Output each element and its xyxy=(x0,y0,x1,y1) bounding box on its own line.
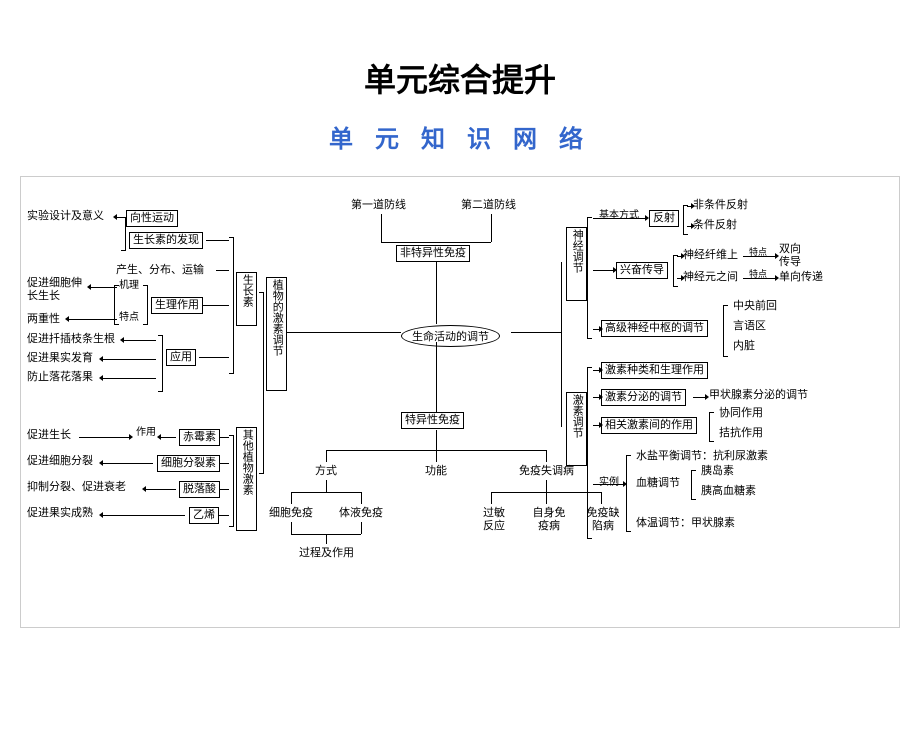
process: 过程及作用 xyxy=(299,547,354,560)
deficiency: 免疫缺陷病 xyxy=(583,507,623,533)
app3: 防止落花落果 xyxy=(27,371,93,384)
immune-disease-label: 免疫失调病 xyxy=(519,465,574,478)
higher-box: 高级神经中枢的调节 xyxy=(601,320,708,337)
other-hormone-box: 其他植物激素 xyxy=(236,427,257,531)
cytokinin-box: 细胞分裂素 xyxy=(157,455,220,472)
app1: 促进扦插枝条生根 xyxy=(27,333,115,346)
higher1: 中央前回 xyxy=(733,300,777,313)
abscisic-left: 抑制分裂、促进衰老 xyxy=(27,481,126,494)
mode-label: 方式 xyxy=(315,465,337,478)
center-node: 生命活动的调节 xyxy=(401,325,500,347)
ethylene-left: 促进果实成熟 xyxy=(27,507,93,520)
function-label: 功能 xyxy=(425,465,447,478)
cell-immune: 细胞免疫 xyxy=(269,507,313,520)
higher3: 内脏 xyxy=(733,340,755,353)
reflex2: 条件反射 xyxy=(693,219,737,232)
secretion-box: 激素分泌的调节 xyxy=(601,389,686,406)
inter1: 协同作用 xyxy=(719,407,763,420)
cytokinin-left: 促进细胞分裂 xyxy=(27,455,93,468)
gibberellin-left: 促进生长 xyxy=(27,429,71,442)
auxin-application-box: 应用 xyxy=(166,349,196,366)
excite1-val: 双向传导 xyxy=(779,243,809,269)
page-subtitle: 单 元 知 识 网 络 xyxy=(0,119,920,154)
auxin-produce: 产生、分布、运输 xyxy=(116,264,204,277)
discovery-left1: 实验设计及意义 xyxy=(27,210,104,223)
allergy: 过敏反应 xyxy=(479,507,509,533)
hormone-reg-box: 激素调节 xyxy=(566,392,587,466)
defense2-label: 第二道防线 xyxy=(461,199,516,212)
concept-map: 生命活动的调节 第一道防线 第二道防线 非特异性免疫 植物的激素调节 生长素 生… xyxy=(20,176,900,628)
nonspecific-box: 非特异性免疫 xyxy=(396,245,470,262)
autoimmune: 自身免疫病 xyxy=(529,507,569,533)
ex2b: 胰高血糖素 xyxy=(701,485,756,498)
ethylene-box: 乙烯 xyxy=(189,507,219,524)
abscisic-box: 脱落酸 xyxy=(179,481,220,498)
excite2: 神经元之间 xyxy=(683,271,738,284)
higher2: 言语区 xyxy=(733,320,766,333)
physio-label1: 机理 xyxy=(119,280,139,292)
humoral: 体液免疫 xyxy=(339,507,383,520)
discovery-left2-box: 向性运动 xyxy=(126,210,178,227)
auxin-box: 生长素 xyxy=(236,272,257,326)
plant-hormone-box: 植物的激素调节 xyxy=(266,277,287,391)
excite-box: 兴奋传导 xyxy=(616,262,668,279)
excite1: 神经纤维上 xyxy=(683,249,738,262)
ex2: 血糖调节 xyxy=(636,477,680,490)
excite2-val: 单向传递 xyxy=(779,271,823,284)
auxin-discovery-box: 生长素的发现 xyxy=(129,232,203,249)
gibberellin-label: 作用 xyxy=(136,427,156,439)
app2: 促进果实发育 xyxy=(27,352,93,365)
secretion-right: 甲状腺素分泌的调节 xyxy=(709,389,808,402)
physio-label2: 特点 xyxy=(119,312,139,324)
neural-box: 神经调节 xyxy=(566,227,587,301)
examples-label: 实例 xyxy=(599,477,619,489)
reflex1: 非条件反射 xyxy=(693,199,748,212)
page-title: 单元综合提升 xyxy=(0,55,920,101)
gibberellin-box: 赤霉素 xyxy=(179,429,220,446)
auxin-physiology-box: 生理作用 xyxy=(151,297,203,314)
basic-mode: 基本方式 xyxy=(599,210,639,222)
ex1: 水盐平衡调节：抗利尿激素 xyxy=(636,450,768,463)
reflex-box: 反射 xyxy=(649,210,679,227)
physio-left2: 两重性 xyxy=(27,313,60,326)
inter2: 拮抗作用 xyxy=(719,427,763,440)
hormone-types-box: 激素种类和生理作用 xyxy=(601,362,708,379)
interaction-box: 相关激素间的作用 xyxy=(601,417,697,434)
physio-left1: 促进细胞伸长生长 xyxy=(27,277,87,303)
specific-box: 特异性免疫 xyxy=(401,412,464,429)
defense1-label: 第一道防线 xyxy=(351,199,406,212)
ex2a: 胰岛素 xyxy=(701,465,734,478)
ex3: 体温调节：甲状腺素 xyxy=(636,517,735,530)
